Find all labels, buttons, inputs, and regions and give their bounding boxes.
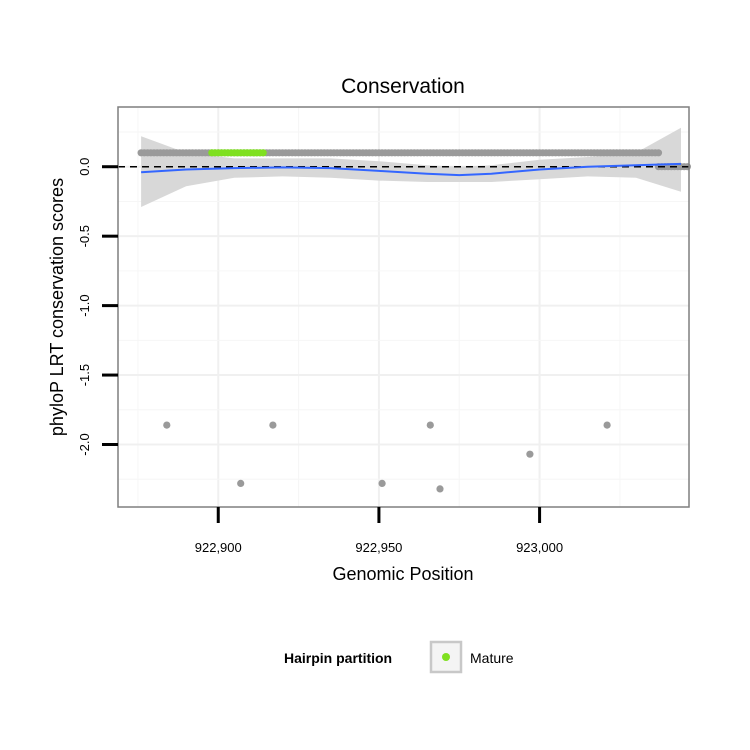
plot-panel xyxy=(117,106,692,508)
outlier-point xyxy=(269,421,277,429)
y-tick-label: -2.0 xyxy=(77,433,92,455)
data-point xyxy=(654,149,663,157)
outlier-point xyxy=(237,479,245,487)
data-points xyxy=(137,149,692,493)
y-axis: 0.0 -0.5 -1.0 -1.5 -2.0 xyxy=(77,158,118,456)
outlier-point xyxy=(163,421,171,429)
outlier-point xyxy=(603,421,611,429)
x-axis-title: Genomic Position xyxy=(332,564,473,584)
smooth-line xyxy=(141,162,682,177)
outlier-point xyxy=(526,450,534,458)
y-tick-label: -1.0 xyxy=(77,294,92,316)
x-tick-label: 922,950 xyxy=(355,540,402,555)
legend-key-mature xyxy=(442,653,450,661)
outlier-point xyxy=(436,485,444,493)
smooth-curve xyxy=(141,162,682,177)
mature-point xyxy=(259,149,267,157)
y-tick-label: -1.5 xyxy=(77,364,92,386)
legend-title: Hairpin partition xyxy=(284,650,392,666)
outlier-point xyxy=(378,479,386,487)
y-tick-label: 0.0 xyxy=(77,158,92,176)
legend: Hairpin partition Mature xyxy=(284,640,514,674)
x-tick-label: 923,000 xyxy=(516,540,563,555)
outlier-point xyxy=(426,421,434,429)
y-axis-title: phyloP LRT conservation scores xyxy=(47,178,67,436)
x-tick-label: 922,900 xyxy=(195,540,242,555)
chart-title: Conservation xyxy=(341,75,465,98)
x-axis: 922,900 922,950 923,000 xyxy=(195,507,563,555)
legend-label-mature: Mature xyxy=(470,650,514,666)
y-tick-label: -0.5 xyxy=(77,225,92,247)
